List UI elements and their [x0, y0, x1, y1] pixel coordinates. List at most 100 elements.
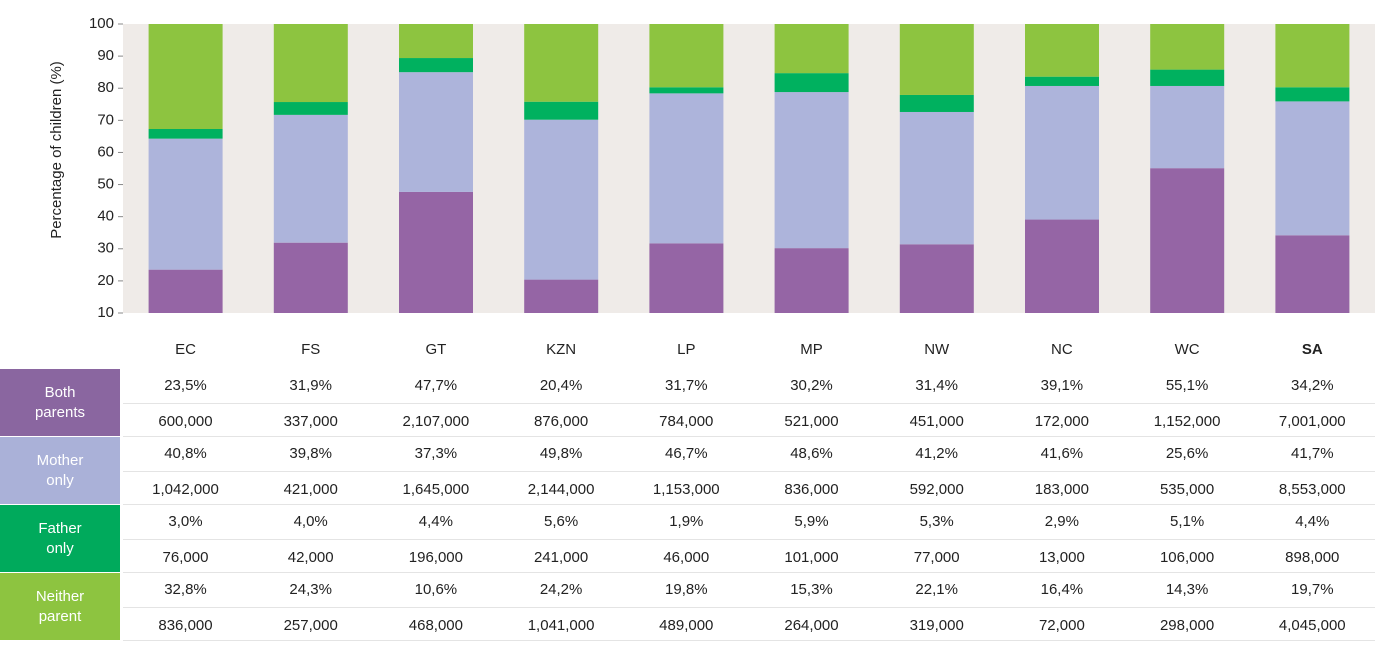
category-label: LP — [677, 341, 696, 358]
percent-cell: 22,1% — [915, 581, 958, 598]
bar-segment — [1025, 76, 1099, 86]
y-tick-label: 20 — [97, 272, 114, 289]
count-cell: 784,000 — [659, 413, 714, 430]
percent-cell: 23,5% — [164, 377, 207, 394]
bar-segment — [148, 138, 223, 270]
percent-cell: 37,3% — [414, 445, 458, 462]
percent-cell: 5,9% — [794, 513, 829, 530]
bar-segment — [524, 101, 599, 120]
row-divider — [123, 539, 1375, 540]
series-name: Neither parent — [35, 587, 85, 625]
percent-cell: 31,9% — [289, 377, 332, 394]
percent-cell: 16,4% — [1040, 581, 1084, 598]
percent-cell: 2,9% — [1044, 513, 1079, 530]
bar-segment — [1150, 24, 1225, 70]
percent-cell: 19,7% — [1291, 581, 1334, 598]
bar-segment — [1150, 69, 1225, 86]
bar-segment — [774, 24, 849, 74]
y-axis-label: Percentage of children (%) — [48, 61, 65, 239]
percent-cell: 30,2% — [790, 377, 833, 394]
count-cell: 196,000 — [408, 549, 463, 566]
y-tick-label: 50 — [97, 176, 114, 193]
bar-segment — [649, 93, 724, 244]
percent-cell: 40,8% — [164, 445, 207, 462]
bar-segment — [649, 24, 724, 88]
y-tick-label: 10 — [97, 304, 114, 321]
bar-segment — [774, 92, 849, 249]
bar-segment — [1275, 235, 1350, 313]
bar-segment — [899, 244, 974, 313]
bar-segment — [399, 191, 473, 313]
row-divider — [123, 607, 1375, 608]
count-cell: 241,000 — [533, 549, 589, 566]
series-label: Mother only — [0, 437, 120, 504]
count-cell: 172,000 — [1034, 413, 1089, 430]
count-cell: 600,000 — [158, 413, 213, 430]
y-tick-label: 80 — [97, 79, 114, 96]
count-cell: 183,000 — [1034, 481, 1089, 498]
count-cell: 76,000 — [162, 549, 209, 566]
bar-segment — [649, 87, 724, 94]
count-cell: 8,553,000 — [1278, 481, 1346, 498]
bar-segment — [1150, 168, 1225, 313]
percent-cell: 41,6% — [1040, 445, 1084, 462]
bar-segment — [774, 248, 849, 313]
series-name: Father only — [38, 519, 82, 557]
category-label: WC — [1174, 341, 1200, 358]
bar-segment — [273, 24, 348, 103]
row-divider — [123, 504, 1375, 505]
bar-segment — [1025, 24, 1099, 77]
count-cell: 4,045,000 — [1278, 617, 1346, 634]
y-tick-label: 40 — [97, 208, 114, 225]
percent-cell: 47,7% — [414, 377, 458, 394]
percent-cell: 19,8% — [665, 581, 708, 598]
percent-cell: 48,6% — [790, 445, 833, 462]
count-cell: 1,042,000 — [152, 481, 219, 498]
row-divider — [123, 572, 1375, 573]
category-label: EC — [175, 341, 196, 358]
percent-cell: 25,6% — [1165, 445, 1209, 462]
y-tick-label: 30 — [97, 240, 114, 257]
y-tick-label: 70 — [97, 111, 114, 128]
percent-cell: 4,4% — [418, 513, 453, 530]
series-name: Both parents — [34, 383, 86, 421]
percent-cell: 46,7% — [665, 445, 708, 462]
count-cell: 7,001,000 — [1278, 413, 1346, 430]
bar-segment — [1275, 87, 1350, 102]
bar-segment — [524, 119, 599, 280]
percent-cell: 24,2% — [539, 581, 583, 598]
row-divider — [123, 436, 1375, 437]
bar-segment — [148, 269, 223, 313]
bar-segment — [148, 129, 223, 139]
count-cell: 298,000 — [1159, 617, 1215, 634]
count-cell: 535,000 — [1159, 481, 1215, 498]
percent-cell: 24,3% — [289, 581, 332, 598]
bar-segment — [524, 279, 599, 313]
count-cell: 72,000 — [1038, 617, 1085, 634]
percent-cell: 39,8% — [289, 445, 332, 462]
count-cell: 264,000 — [784, 617, 839, 634]
count-cell: 468,000 — [408, 617, 463, 634]
count-cell: 451,000 — [909, 413, 964, 430]
bar-segment — [899, 94, 974, 112]
count-cell: 836,000 — [784, 481, 839, 498]
count-cell: 2,144,000 — [527, 481, 595, 498]
row-divider — [123, 640, 1375, 641]
row-divider — [123, 403, 1375, 404]
bar-segment — [273, 102, 348, 115]
count-cell: 2,107,000 — [402, 413, 470, 430]
count-cell: 77,000 — [913, 549, 960, 566]
bar-segment — [1025, 85, 1099, 220]
count-cell: 1,153,000 — [652, 481, 720, 498]
count-cell: 489,000 — [659, 617, 714, 634]
count-cell: 337,000 — [283, 413, 338, 430]
count-cell: 319,000 — [909, 617, 964, 634]
percent-cell: 5,3% — [919, 513, 954, 530]
count-cell: 257,000 — [283, 617, 338, 634]
category-label: NW — [924, 341, 950, 358]
y-tick-label: 100 — [89, 15, 114, 32]
category-label: GT — [425, 341, 447, 358]
bar-segment — [273, 114, 348, 243]
bar-segment — [774, 73, 849, 93]
